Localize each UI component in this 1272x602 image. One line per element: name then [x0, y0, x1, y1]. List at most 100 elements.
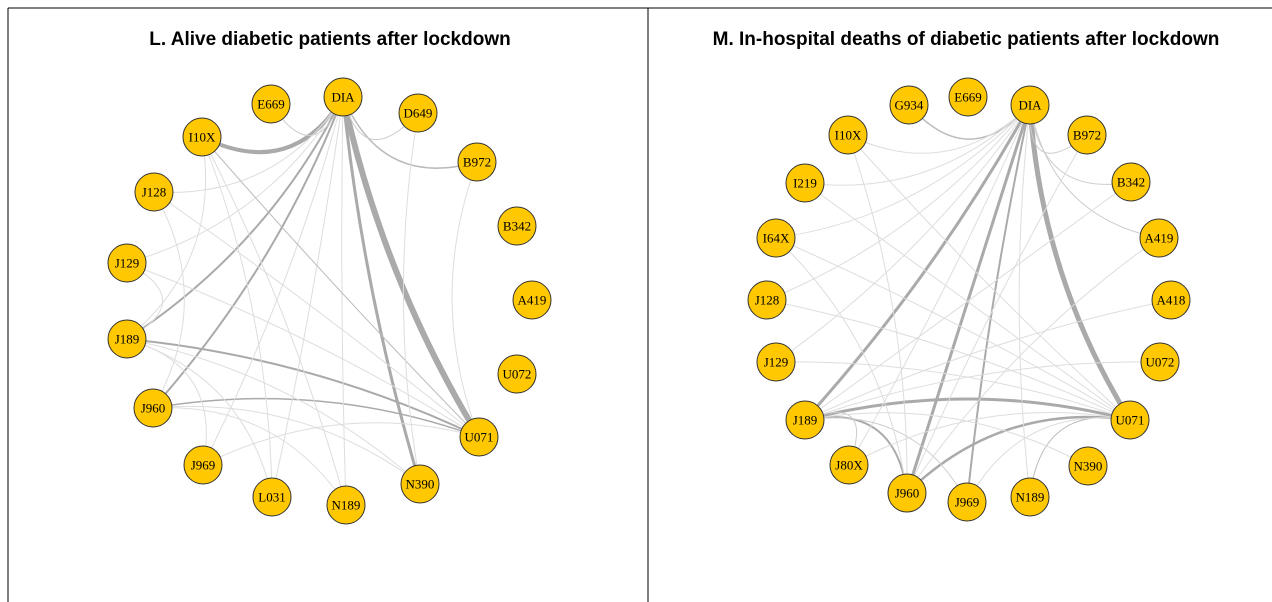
edge: [775, 361, 1131, 421]
node-label: I219: [793, 176, 817, 191]
node-label: U071: [465, 430, 494, 445]
edge: [848, 411, 1131, 466]
node-label: B972: [463, 155, 491, 170]
node: [326, 485, 366, 525]
node-label: N390: [406, 477, 435, 492]
node: [183, 445, 223, 485]
edge: [966, 104, 1031, 503]
node: [947, 482, 987, 522]
edge: [1018, 104, 1031, 498]
node-label: N390: [1074, 459, 1103, 474]
node: [497, 354, 537, 394]
node-label: B972: [1073, 128, 1101, 143]
node: [948, 77, 988, 117]
edge: [126, 136, 207, 340]
edge: [201, 136, 480, 438]
edge: [905, 104, 1032, 494]
node-label: G934: [895, 98, 924, 113]
node-label: U072: [503, 367, 532, 382]
node-label: U071: [1116, 413, 1145, 428]
panel-title: L. Alive diabetic patients after lockdow…: [149, 29, 510, 50]
edge: [766, 299, 1131, 421]
edge: [775, 237, 908, 494]
node: [785, 163, 825, 203]
edge: [804, 397, 1131, 422]
edge: [341, 96, 347, 506]
network: DIA E669 G934 B972 I10X B342 I219 A419 I64X A418 J…: [747, 77, 1191, 522]
node: [457, 142, 497, 182]
edge: [201, 136, 273, 498]
node-label: J960: [895, 486, 920, 501]
node-label: J189: [115, 332, 140, 347]
node: [107, 243, 147, 283]
node-label: I10X: [835, 128, 862, 143]
node: [182, 117, 222, 157]
node-label: DIA: [1018, 98, 1042, 113]
edge: [152, 407, 347, 506]
edge: [402, 112, 421, 485]
edge: [804, 412, 1089, 467]
edge: [126, 338, 421, 485]
node-label: A419: [1145, 231, 1174, 246]
node-label: J969: [191, 458, 216, 473]
edge: [906, 237, 1160, 494]
node: [133, 388, 173, 428]
node: [1111, 162, 1151, 202]
node-label: B342: [503, 219, 531, 234]
node: [107, 319, 147, 359]
edge: [152, 397, 480, 438]
edge: [847, 134, 1131, 421]
node-label: DIA: [331, 90, 355, 105]
node: [1110, 400, 1150, 440]
edge: [152, 96, 344, 409]
node-label: N189: [1016, 490, 1045, 505]
node: [512, 280, 552, 320]
edge: [804, 181, 1132, 421]
edge: [451, 161, 480, 438]
node-label: J80X: [835, 458, 863, 473]
edge: [803, 104, 1032, 422]
node: [889, 85, 929, 125]
edge: [126, 338, 273, 498]
node-label: J960: [141, 401, 166, 416]
node: [887, 473, 927, 513]
node: [1139, 218, 1179, 258]
edge: [1029, 104, 1132, 185]
node: [785, 400, 825, 440]
node: [756, 342, 796, 382]
node: [1140, 342, 1180, 382]
node-label: J129: [115, 256, 140, 271]
node: [459, 417, 499, 457]
edge: [775, 104, 1031, 363]
node: [400, 464, 440, 504]
edge: [775, 104, 1031, 239]
edge: [766, 104, 1031, 301]
edge: [341, 96, 422, 485]
edge: [126, 262, 480, 438]
node: [134, 172, 174, 212]
edge: [126, 338, 480, 438]
node: [252, 477, 292, 517]
edge: [202, 422, 480, 466]
node-label: J129: [764, 355, 789, 370]
panel-title: M. In-hospital deaths of diabetic patien…: [713, 29, 1220, 50]
node: [251, 84, 291, 124]
edge: [126, 96, 344, 264]
node: [1068, 446, 1108, 486]
edge: [340, 96, 482, 439]
node-label: U072: [1146, 355, 1175, 370]
node-label: N189: [332, 498, 361, 513]
edge: [775, 237, 1131, 421]
edge: [202, 96, 344, 466]
node-label: E669: [954, 90, 981, 105]
edge: [153, 191, 480, 438]
edge: [152, 191, 185, 409]
edge: [847, 134, 908, 494]
edge: [201, 136, 347, 506]
edge: [848, 104, 1031, 466]
node: [398, 93, 438, 133]
node: [756, 218, 796, 258]
edge: [804, 417, 968, 503]
node: [1010, 85, 1050, 125]
edge: [126, 96, 344, 340]
